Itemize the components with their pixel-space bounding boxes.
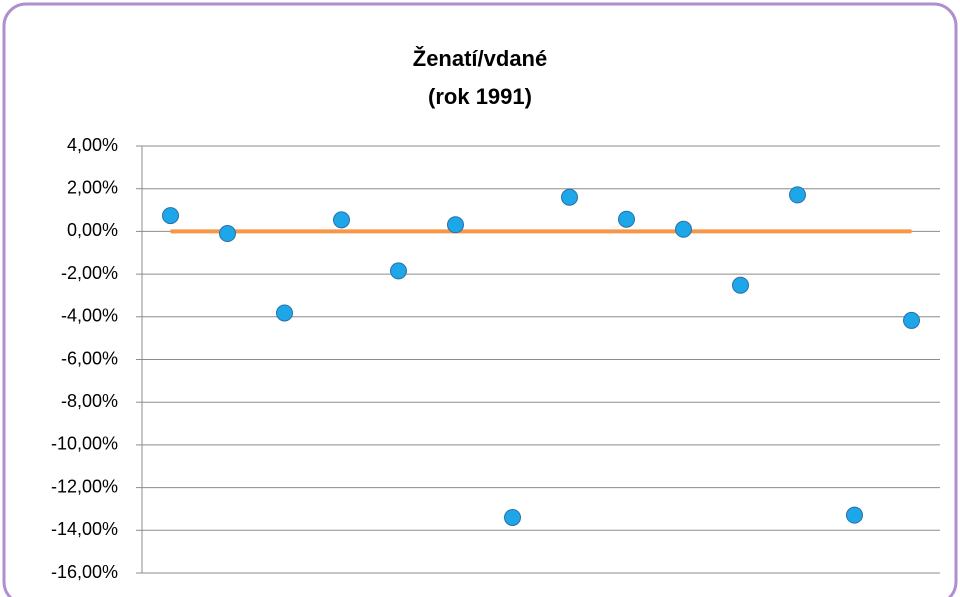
y-tick-label: -10,00% — [51, 434, 118, 454]
y-tick-label: -12,00% — [51, 476, 118, 496]
point — [219, 225, 236, 243]
y-tick-label: 2,00% — [67, 177, 118, 197]
point — [447, 216, 464, 234]
point — [846, 506, 863, 524]
point — [504, 508, 521, 526]
point — [675, 220, 692, 238]
point — [162, 207, 179, 225]
y-tick-label: -14,00% — [51, 519, 118, 539]
point — [789, 186, 806, 204]
y-tick-label: -2,00% — [61, 263, 118, 283]
point — [276, 304, 293, 322]
chart-title: (rok 1991) — [428, 84, 532, 109]
y-tick-label: 0,00% — [67, 220, 118, 240]
y-tick-label: -6,00% — [61, 348, 118, 368]
y-tick-label: -4,00% — [61, 306, 118, 326]
y-tick-label: 4,00% — [67, 135, 118, 155]
y-tick-label: -16,00% — [51, 562, 118, 582]
point — [561, 188, 578, 206]
y-tick-label: -8,00% — [61, 391, 118, 411]
point — [903, 311, 920, 329]
chart-title: Ženatí/vdané — [413, 46, 547, 71]
point — [333, 211, 350, 229]
point — [732, 276, 749, 294]
point — [618, 210, 635, 228]
point — [390, 262, 407, 280]
